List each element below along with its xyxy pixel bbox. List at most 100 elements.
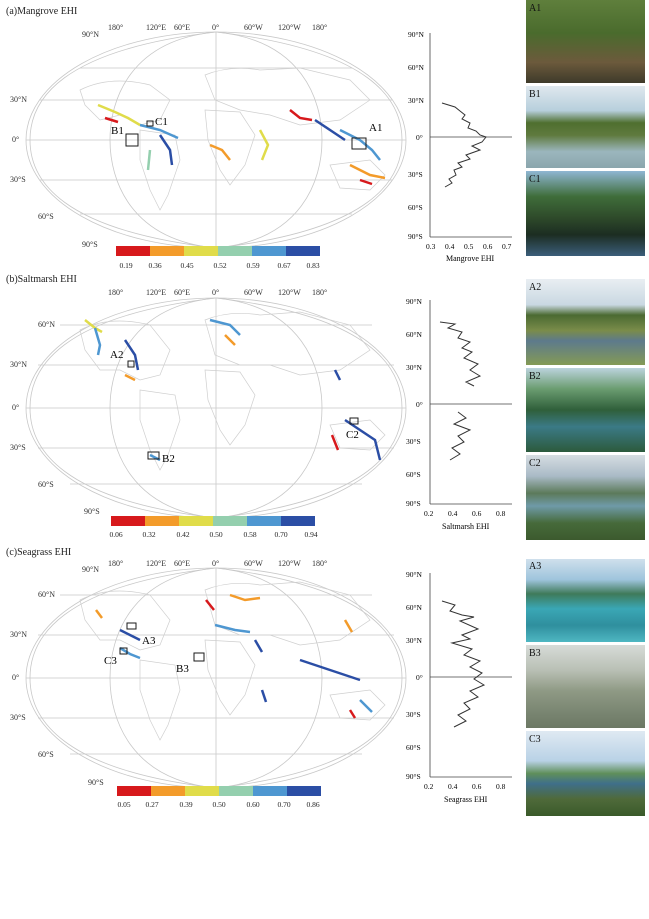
box-label-c1: C1	[155, 116, 168, 128]
panel-a-map: A1 B1 C1	[25, 31, 407, 249]
a-lat-30n: 30°N	[10, 95, 27, 104]
c-lat-90n: 90°N	[82, 565, 99, 574]
b-lon-0: 0°	[212, 288, 220, 297]
c-profile-xtick: 0.6	[472, 782, 482, 791]
a-profile-xtick: 0.6	[483, 242, 493, 251]
panel-c-profile: 90°N 60°N 30°N 0° 30°S 60°S 90°S 0.2 0.4…	[406, 570, 512, 804]
a-lat-90n: 90°N	[82, 30, 99, 39]
c-cb-tick: 0.60	[246, 800, 260, 809]
b-lat-30s: 30°S	[10, 443, 26, 452]
c-lon-120e: 120°E	[146, 559, 167, 568]
b-profile-ytick: 0°	[416, 400, 423, 409]
c-lat-30s: 30°S	[10, 713, 26, 722]
panel-b-title: (b)Saltmarsh EHI	[6, 274, 77, 285]
c-lon-180e: 180°	[312, 559, 328, 568]
c-colorbar-seg	[185, 786, 219, 796]
b-lat-60n: 60°N	[38, 320, 55, 329]
c-colorbar-seg	[219, 786, 253, 796]
c-lon-60w: 60°W	[244, 559, 263, 568]
panel-a-title: (a)Mangrove EHI	[6, 6, 78, 17]
photo-a2	[526, 279, 645, 365]
photo-label-a1: A1	[529, 3, 542, 14]
a-lon-120w: 120°W	[278, 23, 301, 32]
box-label-a2: A2	[110, 349, 123, 361]
a-lat-60s: 60°S	[38, 212, 54, 221]
a-lon-60e: 60°E	[174, 23, 191, 32]
b-profile-ytick: 90°N	[406, 297, 422, 306]
a-lat-0: 0°	[12, 135, 20, 144]
a-colorbar-seg	[286, 246, 320, 256]
b-lat-60s: 60°S	[38, 480, 54, 489]
c-lat-60n: 60°N	[38, 590, 55, 599]
a-profile-ytick: 60°S	[408, 203, 423, 212]
c-cb-tick: 0.86	[306, 800, 320, 809]
a-profile-ytick: 90°S	[408, 232, 423, 241]
box-label-b1: B1	[111, 125, 124, 137]
photo-b2	[526, 368, 645, 452]
b-lon-60w: 60°W	[244, 288, 263, 297]
a-profile-xtick: 0.4	[445, 242, 455, 251]
a-profile-xtick: 0.3	[426, 242, 436, 251]
c-lon-180w: 180°	[108, 559, 124, 568]
panel-c-map: A3 C3 B3	[25, 567, 407, 789]
photo-a1	[526, 0, 645, 83]
b-profile-ytick: 30°N	[406, 363, 422, 372]
a-profile-xtick: 0.7	[502, 242, 512, 251]
photo-label-c1: C1	[529, 174, 541, 185]
a-lat-30s: 30°S	[10, 175, 26, 184]
c-lat-30n: 30°N	[10, 630, 27, 639]
panel-b-profile: 90°N 60°N 30°N 0° 30°S 60°S 90°S 0.2 0.4…	[406, 297, 512, 531]
a-colorbar-seg	[184, 246, 218, 256]
c-profile-xlabel: Seagrass EHI	[444, 795, 488, 804]
c-lon-0: 0°	[212, 559, 220, 568]
b-lat-0: 0°	[12, 403, 20, 412]
a-colorbar-seg	[218, 246, 252, 256]
a-lon-180e: 180°	[312, 23, 328, 32]
a-profile-ytick: 0°	[416, 133, 423, 142]
c-cb-tick: 0.05	[117, 800, 131, 809]
photo-c1	[526, 171, 645, 256]
c-colorbar-seg	[117, 786, 151, 796]
b-colorbar-seg	[145, 516, 179, 526]
c-profile-ytick: 90°N	[406, 570, 422, 579]
b-profile-xlabel: Saltmarsh EHI	[442, 522, 490, 531]
panel-a-profile: 90°N 60°N 30°N 0° 30°S 60°S 90°S 0.3 0.4…	[408, 30, 512, 263]
c-colorbar-seg	[287, 786, 321, 796]
photo-label-b1: B1	[529, 89, 541, 100]
a-cb-tick: 0.52	[213, 261, 227, 270]
b-lon-120w: 120°W	[278, 288, 301, 297]
b-profile-xtick: 0.2	[424, 509, 434, 518]
photo-c3	[526, 731, 645, 816]
photo-label-c3: C3	[529, 734, 541, 745]
box-label-b3: B3	[176, 663, 189, 675]
a-cb-tick: 0.83	[306, 261, 320, 270]
b-lat-90s: 90°S	[84, 507, 100, 516]
b-profile-ytick: 60°N	[406, 330, 422, 339]
photo-a3	[526, 559, 645, 642]
b-colorbar-seg	[179, 516, 213, 526]
photo-label-b2: B2	[529, 371, 541, 382]
a-lon-120e: 120°E	[146, 23, 167, 32]
c-lat-60s: 60°S	[38, 750, 54, 759]
a-colorbar-seg	[116, 246, 150, 256]
c-cb-tick: 0.70	[277, 800, 291, 809]
b-profile-xtick: 0.6	[472, 509, 482, 518]
b-colorbar-seg	[247, 516, 281, 526]
box-label-b2: B2	[162, 453, 175, 465]
c-colorbar-seg	[151, 786, 185, 796]
a-cb-tick: 0.67	[277, 261, 291, 270]
c-cb-tick: 0.50	[212, 800, 226, 809]
a-profile-xlabel: Mangrove EHI	[446, 254, 495, 263]
panel-c-title: (c)Seagrass EHI	[6, 547, 72, 558]
c-profile-ytick: 60°N	[406, 603, 422, 612]
c-profile-xtick: 0.4	[448, 782, 458, 791]
a-cb-tick: 0.45	[180, 261, 194, 270]
photo-label-a3: A3	[529, 561, 542, 572]
box-label-c3: C3	[104, 655, 117, 667]
a-colorbar	[116, 246, 320, 256]
a-lat-90s: 90°S	[82, 240, 98, 249]
c-profile-ytick: 90°S	[406, 772, 421, 781]
c-lat-90s: 90°S	[88, 778, 104, 787]
b-lon-120e: 120°E	[146, 288, 167, 297]
a-lon-60w: 60°W	[244, 23, 263, 32]
